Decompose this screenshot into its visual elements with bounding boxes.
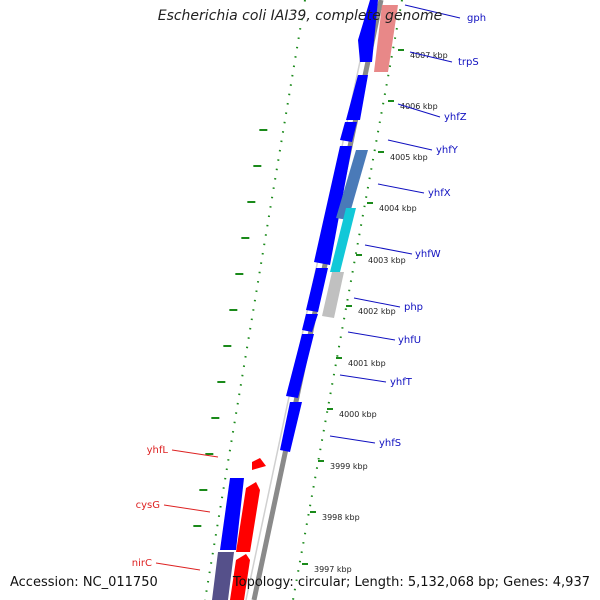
- gene-label-yhfW: yhfW: [415, 249, 441, 260]
- gene-trpS-block: [374, 5, 398, 72]
- gene-label-yhfY: yhfY: [436, 145, 459, 156]
- inner-dotted-guide: [204, 0, 306, 600]
- gene-yhfS-block: [302, 314, 318, 332]
- gene-yhfZ-block: [346, 75, 368, 120]
- gene-php-block: [330, 208, 356, 272]
- gene-label-cysG: cysG: [136, 500, 160, 511]
- gene-label-yhfU: yhfU: [398, 335, 421, 346]
- gene-label-gph: gph: [467, 13, 486, 24]
- gene-label-nirC: nirC: [132, 558, 152, 569]
- gene-leader-line: [347, 331, 396, 341]
- gene-label-trpS: trpS: [458, 57, 479, 68]
- gene-leader-line: [171, 449, 219, 458]
- inner-tick-dashes: [193, 129, 268, 527]
- gene-nirC-block: [230, 554, 250, 600]
- gene-yhfS2-block: [286, 334, 314, 398]
- kbp-label: 4006 kbp: [400, 102, 438, 111]
- kbp-label: 4003 kbp: [368, 256, 406, 265]
- gene-cysG-fwd-block: [220, 478, 244, 550]
- gene-yhfT-block: [322, 272, 344, 318]
- reverse-genes: [230, 458, 266, 600]
- gene-leader-line: [163, 504, 211, 513]
- kbp-label: 4005 kbp: [390, 153, 428, 162]
- gene-label-yhfZ: yhfZ: [444, 112, 467, 123]
- kbp-label: 3997 kbp: [314, 565, 352, 574]
- gene-leader-line: [409, 51, 453, 63]
- kbp-label: 4000 kbp: [339, 410, 377, 419]
- kbp-label: 4002 kbp: [358, 307, 396, 316]
- gene-label-yhfT: yhfT: [390, 377, 413, 388]
- gene-leader-line: [404, 4, 461, 19]
- gene-leader-line: [364, 244, 413, 255]
- kbp-label: 4001 kbp: [348, 359, 386, 368]
- gene-yhfU-block: [306, 268, 328, 312]
- gene-leader-line: [329, 435, 376, 444]
- outer-dotted-guide: [292, 0, 403, 600]
- gene-label-php: php: [404, 302, 423, 313]
- kbp-tick-layer: 4007 kbp 4006 kbp 4005 kbp 4004 kbp 4003 kbp…: [302, 49, 448, 574]
- gene-yhfL-block: [252, 458, 266, 470]
- gene-gph-block: [358, 0, 378, 62]
- gene-leader-line: [155, 562, 201, 571]
- gene-label-yhfS: yhfS: [379, 438, 401, 449]
- gene-cysG-block: [236, 482, 260, 552]
- topology-text: Topology: circular; Length: 5,132,068 bp…: [232, 575, 590, 590]
- gene-label-layer: gph trpS yhfZ yhfY yhfX yhfW php yhfU yhfT yhfS yh…: [132, 4, 486, 571]
- gene-leader-line: [397, 103, 441, 118]
- gene-label-yhfL: yhfL: [147, 445, 169, 456]
- gene-yhfY-block: [340, 122, 357, 142]
- gene-leader-line: [353, 297, 401, 308]
- kbp-label: 4004 kbp: [379, 204, 417, 213]
- forward-genes: [212, 0, 398, 600]
- gene-yhfR-block: [280, 402, 302, 452]
- gene-leader-line: [377, 183, 425, 194]
- gene-yhfW-block: [336, 150, 368, 220]
- kbp-label: 3998 kbp: [322, 513, 360, 522]
- accession-text: Accession: NC_011750: [10, 575, 158, 590]
- gene-nirC-fwd-block: [212, 552, 234, 600]
- map-title: Escherichia coli IAI39, complete genome: [157, 8, 443, 24]
- gene-yhfX-block: [314, 146, 352, 265]
- gene-leader-line: [339, 374, 387, 383]
- kbp-label: 4007 kbp: [410, 51, 448, 60]
- gene-leader-line: [387, 139, 433, 151]
- gene-label-yhfX: yhfX: [428, 188, 451, 199]
- kbp-label: 3999 kbp: [330, 462, 368, 471]
